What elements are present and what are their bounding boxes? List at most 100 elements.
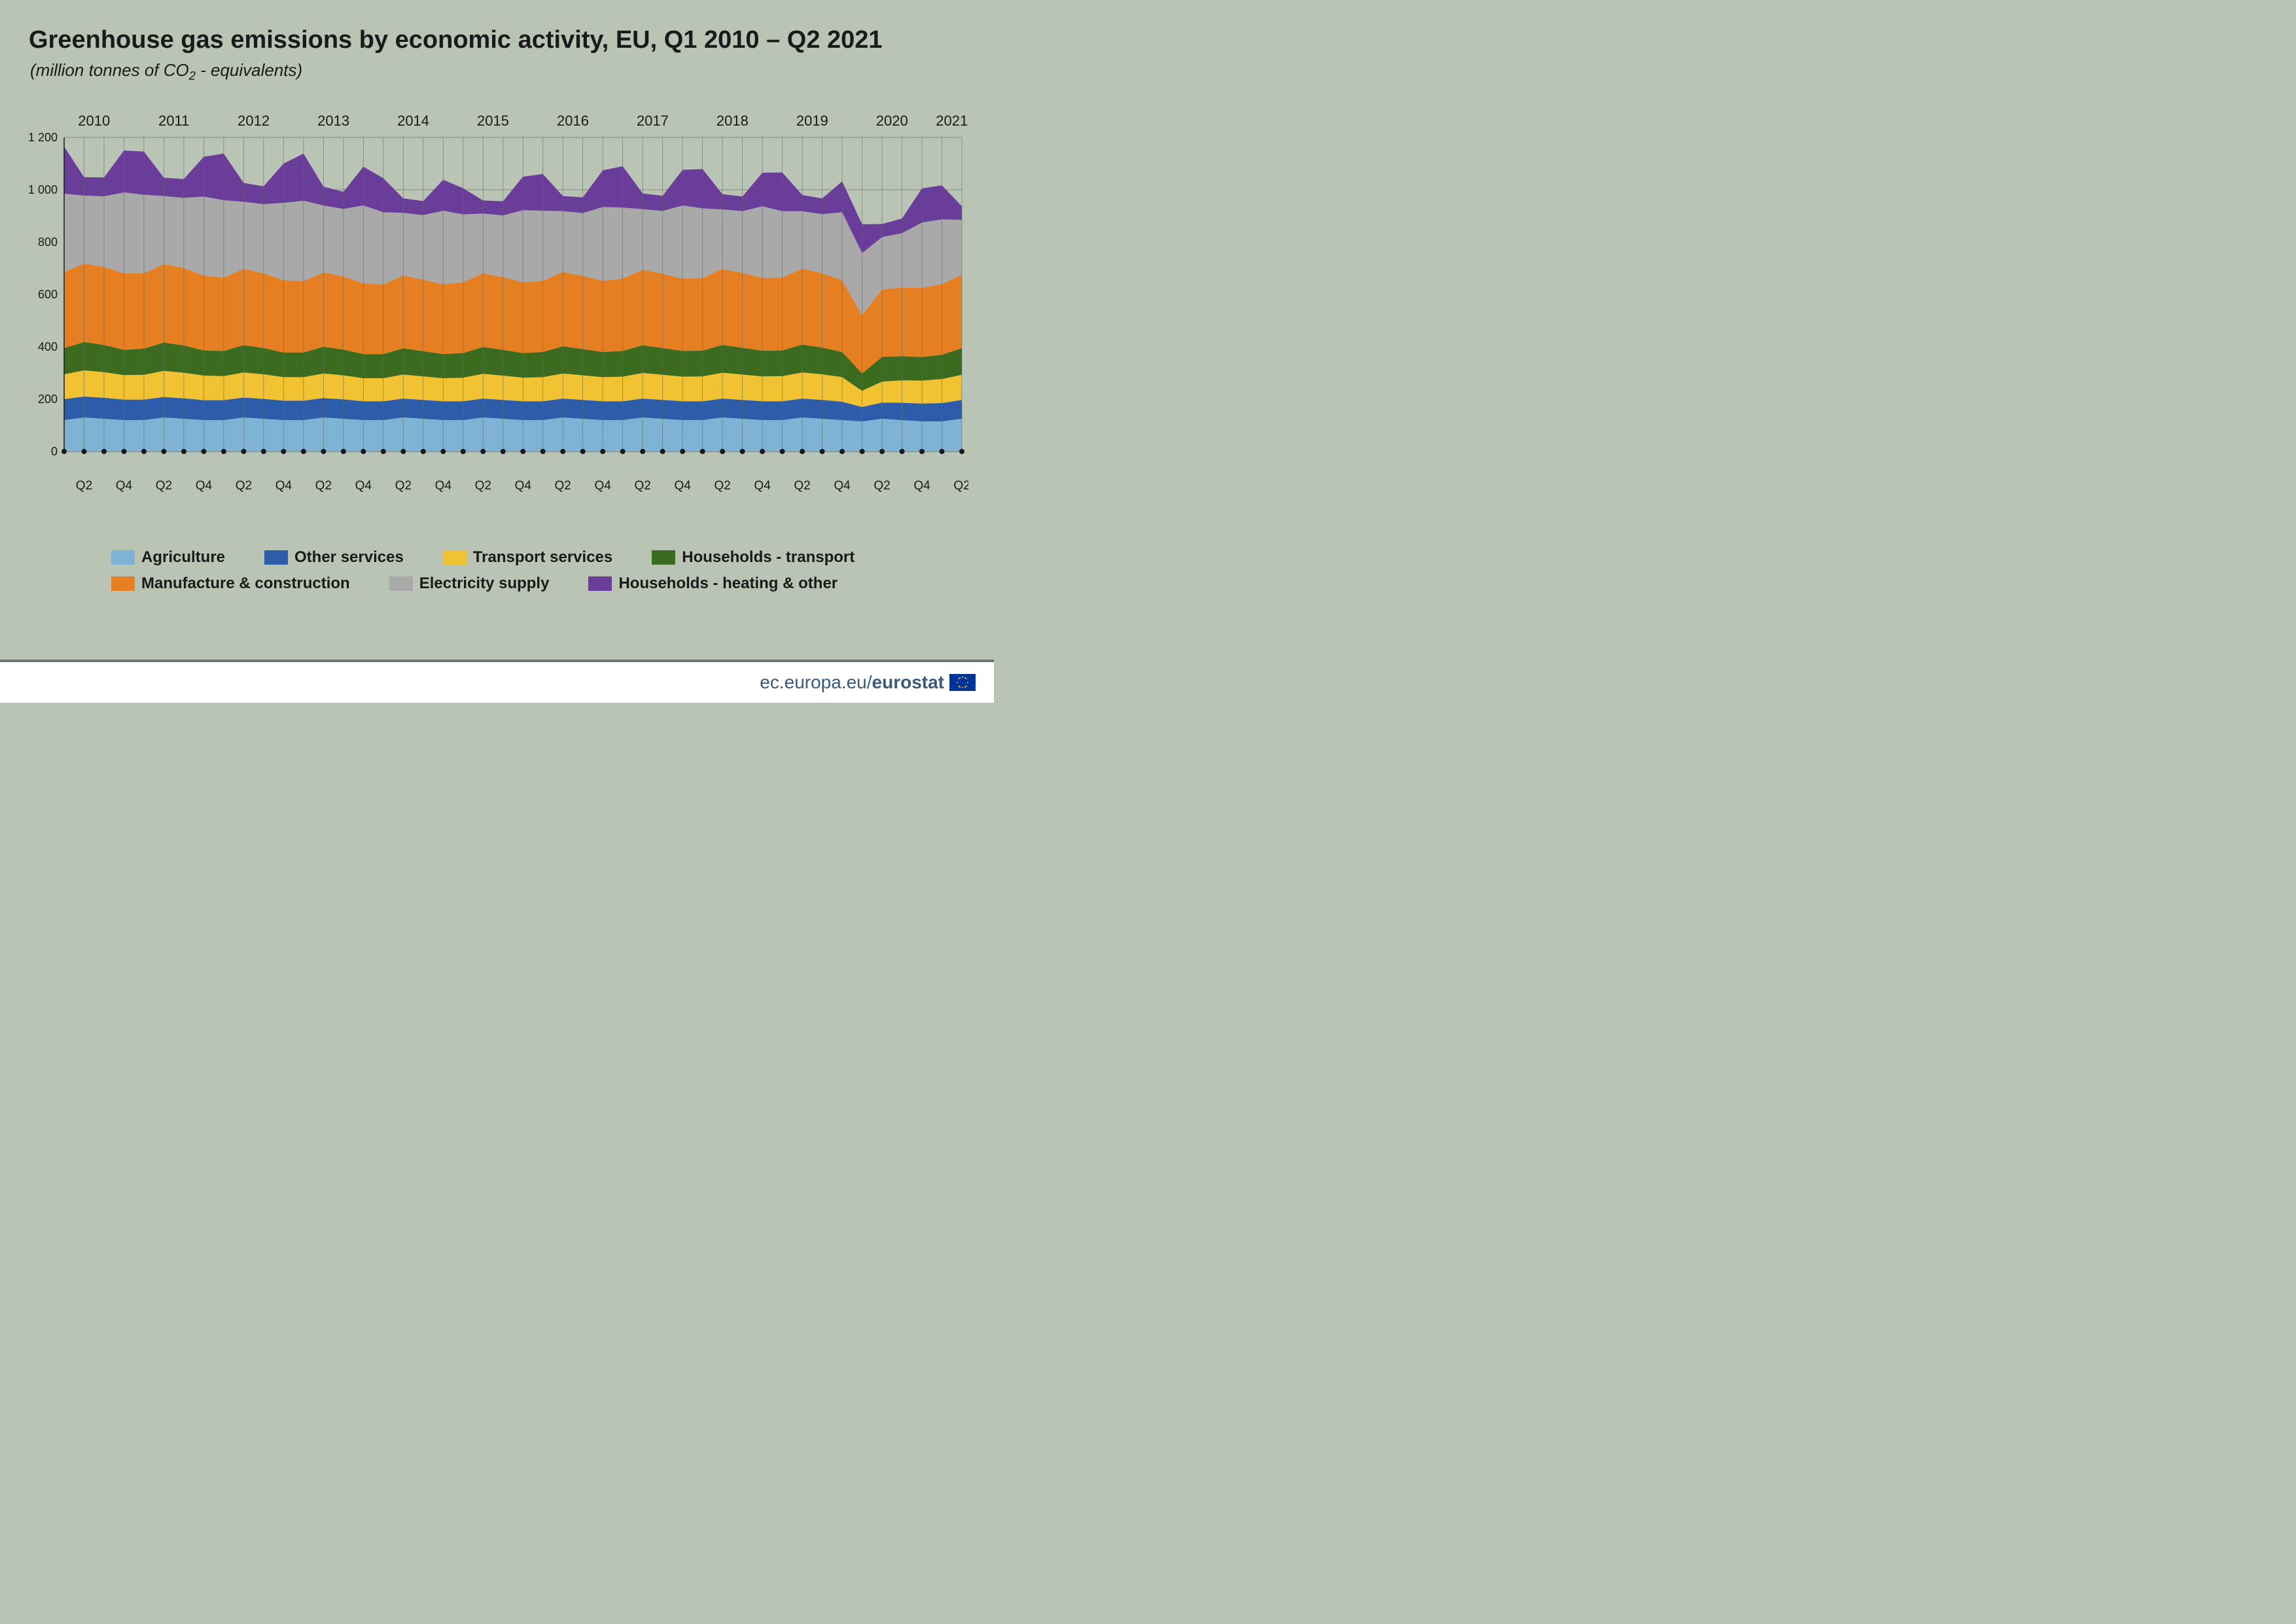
quarter-label: Q4 [196,479,213,493]
tick-dot [181,449,186,454]
tick-dot [640,449,645,454]
quarter-label: Q2 [634,479,650,493]
svg-text:800: 800 [38,236,58,249]
tick-dot [201,449,206,454]
year-label: 2016 [557,113,589,129]
tick-dot [600,449,605,454]
tick-dot [820,449,825,454]
quarter-label: Q2 [156,479,172,493]
tick-dot [341,449,346,454]
year-label: 2017 [637,113,669,129]
quarter-label: Q2 [315,479,332,493]
chart-legend: Agriculture Other services Transport servi… [111,548,916,593]
tick-dot [480,449,486,454]
legend-swatch [111,550,135,565]
tick-dot [101,449,107,454]
svg-text:0: 0 [51,445,58,458]
quarter-label: Q4 [275,479,292,493]
tick-dot [760,449,765,454]
tick-dot [940,449,945,454]
tick-dot [780,449,785,454]
tick-dot [800,449,805,454]
year-label: 2011 [158,113,189,129]
svg-text:1 200: 1 200 [28,131,58,144]
legend-swatch [111,576,135,591]
quarter-label: Q4 [435,479,452,493]
tick-dot [520,449,525,454]
legend-label: Manufacture & construction [141,574,350,593]
legend-swatch [443,550,467,565]
year-label: 2014 [397,113,429,129]
svg-text:200: 200 [38,393,58,406]
tick-dot [400,449,406,454]
tick-dot [919,449,925,454]
legend-label: Agriculture [141,548,225,567]
tick-dot [321,449,326,454]
tick-dot [879,449,885,454]
tick-dot [740,449,745,454]
area-agriculture [64,417,962,451]
tick-dot [81,449,86,454]
legend-label: Transport services [473,548,612,567]
subtitle-prefix: (million tonnes of CO [30,60,189,80]
quarter-label: Q4 [913,479,930,493]
legend-label: Households - transport [682,548,855,567]
legend-label: Other services [294,548,404,567]
tick-dot [620,449,626,454]
chart-subtitle: (million tonnes of CO2 - equivalents) [30,60,302,83]
chart-title: Greenhouse gas emissions by economic act… [29,26,883,54]
tick-dot [560,449,565,454]
quarter-label: Q4 [355,479,372,493]
legend-item-agriculture: Agriculture [111,548,225,567]
quarter-label: Q4 [674,479,691,493]
footer-bar: ec.europa.eu/eurostat [0,662,994,703]
quarter-label: Q4 [834,479,851,493]
year-label: 2015 [477,113,509,129]
legend-item-households_heating: Households - heating & other [588,574,838,593]
tick-dot [121,449,126,454]
tick-dot [281,449,286,454]
legend-swatch [652,550,675,565]
year-label: 2010 [78,113,110,129]
tick-dot [700,449,705,454]
tick-dot [241,449,246,454]
legend-swatch [588,576,612,591]
legend-item-manufacture_construction: Manufacture & construction [111,574,350,593]
legend-item-other_services: Other services [264,548,404,567]
tick-dot [381,449,386,454]
tick-dot [860,449,865,454]
quarter-label: Q2 [555,479,571,493]
legend-swatch [264,550,288,565]
tick-dot [959,449,964,454]
tick-dot [421,449,426,454]
tick-dot [440,449,446,454]
tick-dot [720,449,725,454]
tick-dot [161,449,166,454]
quarter-label: Q2 [395,479,412,493]
quarter-label: Q2 [953,479,968,493]
svg-text:600: 600 [38,288,58,301]
quarter-label: Q2 [76,479,92,493]
year-label: 2012 [238,113,270,129]
legend-label: Electricity supply [419,574,550,593]
quarter-label: Q2 [714,479,730,493]
quarter-label: Q2 [236,479,252,493]
tick-dot [261,449,266,454]
year-label: 2021 [936,113,968,129]
tick-dot [461,449,466,454]
quarter-label: Q2 [794,479,810,493]
tick-dot [501,449,506,454]
tick-dot [580,449,586,454]
legend-swatch [389,576,413,591]
tick-dot [540,449,546,454]
year-label: 2019 [796,113,828,129]
eu-flag-icon [949,674,976,691]
year-label: 2013 [317,113,349,129]
chart-svg: 02004006008001 0001 20020102011201220132… [26,105,968,523]
tick-dot [660,449,665,454]
stacked-area-chart: 02004006008001 0001 20020102011201220132… [26,105,968,523]
quarter-label: Q2 [475,479,491,493]
quarter-label: Q4 [595,479,612,493]
footer-brand: eurostat [872,672,944,693]
year-label: 2020 [876,113,908,129]
